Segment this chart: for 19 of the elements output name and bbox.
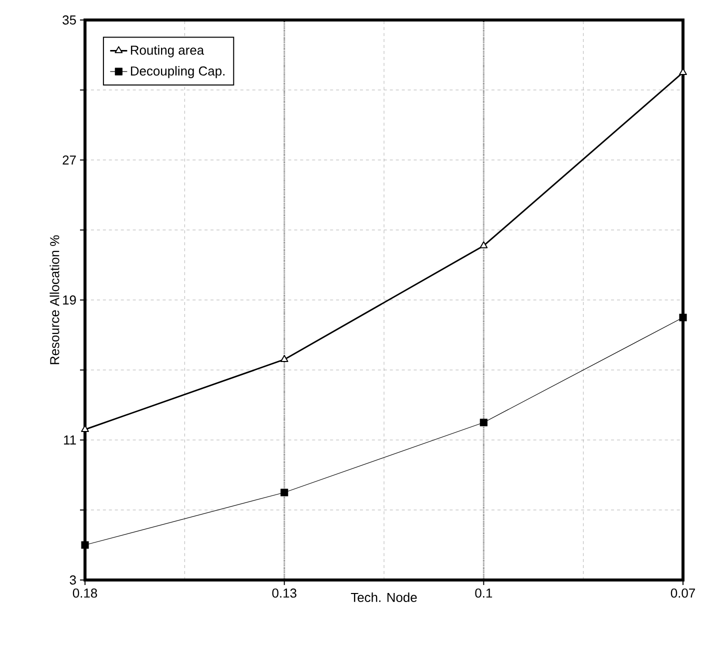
x-axis-title: Tech. Node — [350, 592, 417, 602]
y-tick-label: 11 — [64, 436, 76, 444]
legend-label: Routing area — [130, 45, 204, 58]
point — [480, 241, 488, 248]
y-tick-label: 3 — [70, 575, 76, 585]
point — [280, 354, 288, 362]
y-tick-label: 27 — [62, 155, 76, 165]
y-tick-label: 19 — [63, 295, 76, 305]
y-tick-label: 35 — [62, 15, 76, 25]
point — [480, 418, 488, 426]
y-axis-title: Resource Allocation % — [50, 235, 60, 364]
x-tick-label: 0.13 — [272, 588, 296, 598]
legend-label: Decoupling Cap. — [130, 66, 224, 78]
x-tick-label: 0.1 — [475, 588, 492, 598]
x-tick-label: 0.07 — [670, 588, 695, 598]
x-tick-label: 0.18 — [72, 588, 98, 598]
point — [81, 541, 89, 549]
point — [679, 314, 687, 322]
point — [280, 488, 288, 496]
